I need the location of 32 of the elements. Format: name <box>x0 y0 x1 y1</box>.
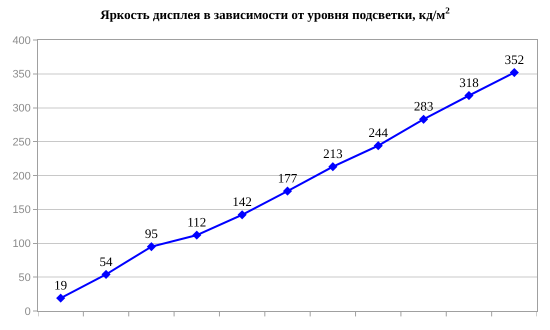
point <box>238 210 247 220</box>
y-tick-label: 250 <box>12 136 31 148</box>
y-tick-label: 150 <box>12 204 31 216</box>
data-label: 318 <box>459 74 479 90</box>
data-label: 244 <box>368 125 388 140</box>
y-tick-label: 0 <box>24 306 31 318</box>
data-label: 54 <box>100 254 114 269</box>
data-label: 95 <box>144 226 158 242</box>
y-tick-label: 400 <box>12 34 31 47</box>
point <box>146 242 156 252</box>
y-tick-label: 200 <box>12 170 31 182</box>
data-label: 283 <box>414 98 434 114</box>
point <box>419 114 428 124</box>
data-label: 352 <box>504 52 524 67</box>
data-label: 19 <box>54 278 68 293</box>
point <box>374 141 383 150</box>
point <box>192 230 202 240</box>
y-tick-label: 100 <box>12 238 31 250</box>
point <box>282 186 292 196</box>
point <box>56 294 66 303</box>
data-label: 177 <box>278 170 298 186</box>
data-label: 142 <box>232 194 252 210</box>
point <box>328 162 338 172</box>
point <box>102 270 111 279</box>
data-label: 112 <box>187 214 206 230</box>
y-tick-label: 50 <box>18 272 31 284</box>
point <box>510 68 519 78</box>
point <box>464 91 474 100</box>
data-label: 213 <box>323 146 343 162</box>
y-tick-label: 300 <box>12 102 31 115</box>
y-tick-label: 350 <box>12 68 31 81</box>
chart-title: Яркость дисплея в зависимости от уровня подсветки, кд/м$^{2}$ <box>100 6 450 22</box>
